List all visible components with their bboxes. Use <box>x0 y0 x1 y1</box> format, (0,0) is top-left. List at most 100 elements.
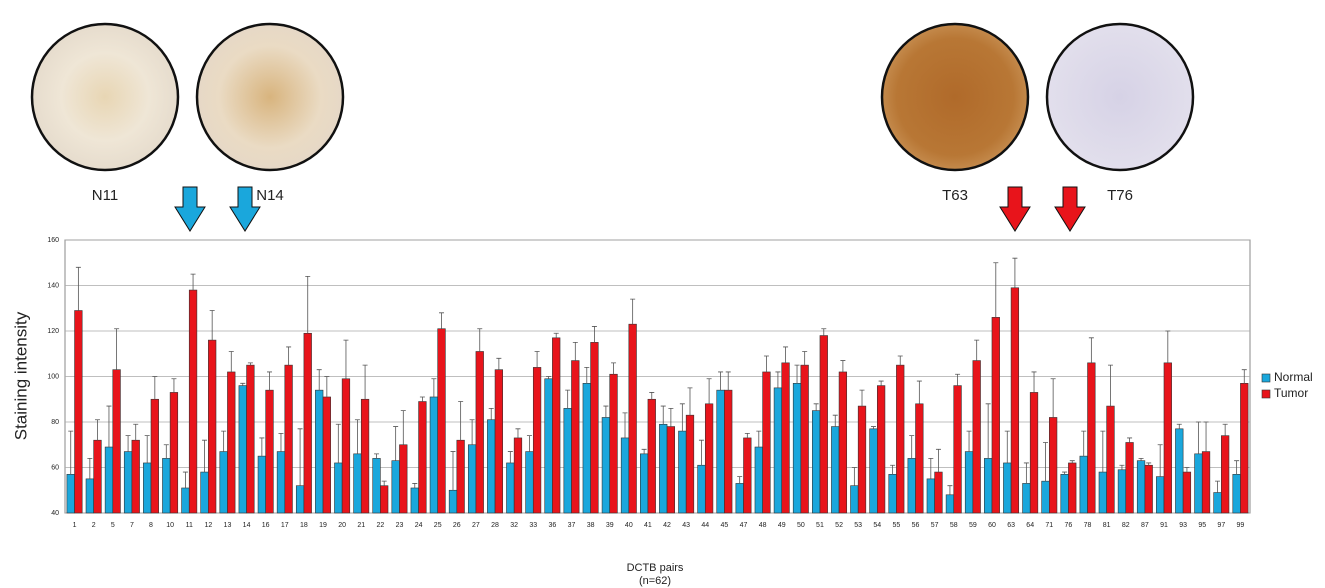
error-bar <box>726 372 731 390</box>
bar <box>659 424 667 513</box>
arrow <box>1055 187 1085 231</box>
error-bar <box>974 340 979 360</box>
error-bar <box>1062 472 1067 474</box>
error-bar <box>1158 445 1163 477</box>
x-tick-label: 91 <box>1160 522 1168 529</box>
bar <box>851 486 859 513</box>
bar <box>182 488 190 513</box>
bar <box>755 447 763 513</box>
bar <box>266 390 274 513</box>
error-bar <box>171 379 176 393</box>
error-bar <box>164 445 169 459</box>
error-bar <box>775 372 780 388</box>
x-tick-label: 22 <box>376 522 384 529</box>
error-bar <box>1032 372 1037 392</box>
bar <box>468 445 476 513</box>
error-bar <box>668 408 673 426</box>
error-bar <box>955 374 960 385</box>
error-bar <box>909 436 914 459</box>
bar <box>132 440 140 513</box>
error-bar <box>1215 481 1220 492</box>
error-bar <box>860 390 865 406</box>
bar <box>323 397 331 513</box>
error-bar <box>1177 424 1182 429</box>
bar <box>916 404 924 513</box>
error-bar <box>305 276 310 333</box>
error-bar <box>821 329 826 336</box>
error-bar <box>267 372 272 390</box>
x-tick-label: 23 <box>396 522 404 529</box>
error-bar <box>642 449 647 454</box>
x-tick-label: 11 <box>186 522 193 529</box>
x-tick-label: 17 <box>281 522 289 529</box>
error-bar <box>898 356 903 365</box>
x-tick-label: 25 <box>434 522 442 529</box>
legend-label: Normal <box>1274 370 1313 384</box>
bar <box>1068 463 1076 513</box>
bar <box>143 463 151 513</box>
error-bar <box>401 411 406 445</box>
y-tick-label: 100 <box>47 373 59 380</box>
bar <box>315 390 323 513</box>
bar <box>667 427 675 513</box>
bar <box>1137 461 1145 513</box>
error-bar <box>623 413 628 438</box>
bar <box>1214 493 1222 513</box>
error-bar <box>535 351 540 367</box>
x-tick-label: 13 <box>224 522 232 529</box>
error-bar <box>1100 431 1105 472</box>
bar <box>285 365 293 513</box>
bar <box>610 374 618 513</box>
error-bar <box>87 458 92 478</box>
x-tick-label: 56 <box>912 522 920 529</box>
bar <box>1061 474 1069 513</box>
legend-swatch <box>1262 390 1270 398</box>
error-bar <box>470 420 475 445</box>
error-bar <box>259 438 264 456</box>
bar <box>1099 472 1107 513</box>
error-bar <box>515 429 520 438</box>
error-bar <box>343 340 348 379</box>
error-bar <box>814 404 819 411</box>
error-bar <box>546 377 551 379</box>
error-bar <box>1081 431 1086 456</box>
bar <box>648 399 656 513</box>
bar <box>487 420 495 513</box>
error-bar <box>477 329 482 352</box>
bar <box>419 402 427 513</box>
bar <box>984 458 992 513</box>
x-tick-label: 48 <box>759 522 767 529</box>
error-bar <box>1223 424 1228 435</box>
error-bar <box>756 431 761 447</box>
error-bar <box>879 381 884 386</box>
x-tick-label: 81 <box>1103 522 1111 529</box>
bar <box>870 429 878 513</box>
error-bar <box>76 267 81 310</box>
bar <box>1221 436 1229 513</box>
x-tick-label: 53 <box>854 522 862 529</box>
bar <box>1023 483 1031 513</box>
bar <box>189 290 197 513</box>
bar <box>935 472 943 513</box>
bar <box>1195 454 1203 513</box>
bar <box>889 474 897 513</box>
bar <box>201 472 209 513</box>
micrographs: N11 N14 T63 T76 <box>32 24 1193 231</box>
legend-label: Tumor <box>1274 386 1308 400</box>
bar <box>545 379 553 513</box>
error-bar <box>191 274 196 290</box>
bar <box>1003 463 1011 513</box>
bar <box>946 495 954 513</box>
error-bar <box>1024 463 1029 483</box>
bar <box>75 311 83 513</box>
bar <box>621 438 629 513</box>
bar <box>1107 406 1115 513</box>
x-tick-label: 12 <box>204 522 212 529</box>
bar <box>392 461 400 513</box>
error-bar <box>592 326 597 342</box>
x-tick-label: 55 <box>893 522 901 529</box>
micrograph-label: N11 <box>92 187 118 204</box>
x-tick-label: 93 <box>1179 522 1187 529</box>
x-tick-label: 33 <box>529 522 537 529</box>
error-bar <box>363 365 368 399</box>
